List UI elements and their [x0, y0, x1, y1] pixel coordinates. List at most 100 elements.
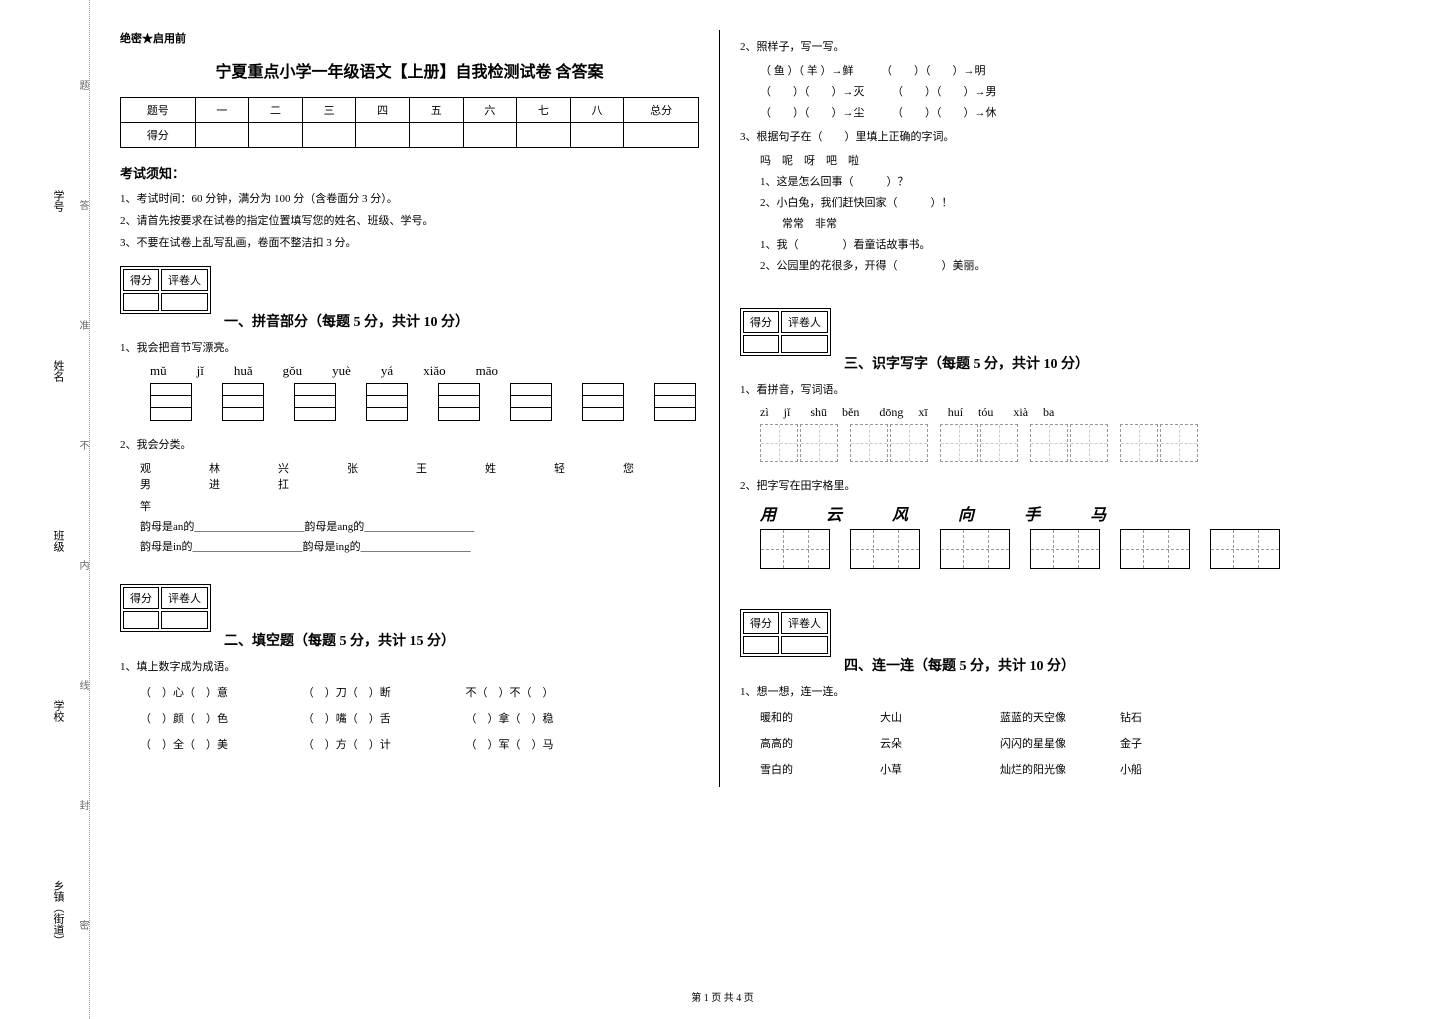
writing-box — [294, 383, 336, 421]
score-header: 六 — [463, 98, 517, 123]
writing-box — [438, 383, 480, 421]
exam-title: 宁夏重点小学一年级语文【上册】自我检测试卷 含答案 — [120, 58, 699, 82]
score-header: 三 — [302, 98, 356, 123]
tian-box — [850, 424, 888, 462]
seal-text: 准 — [75, 320, 90, 333]
instruction-item: 1、考试时间：60 分钟，满分为 100 分（含卷面分 3 分）。 — [120, 190, 699, 206]
binding-label: 姓名 — [50, 360, 66, 382]
score-header: 二 — [249, 98, 303, 123]
instruction-item: 3、不要在试卷上乱写乱画，卷面不整洁扣 3 分。 — [120, 234, 699, 250]
secret-label: 绝密★启用前 — [120, 30, 699, 46]
tian-large-row — [760, 529, 1320, 569]
binding-label: 乡镇（街道） — [50, 880, 66, 946]
tian-box — [890, 424, 928, 462]
tian-large-box — [1210, 529, 1280, 569]
idiom-row: （ ）颜（ ）色 （ ）嘴（ ）舌 （ ）拿（ ）稳 — [140, 710, 699, 726]
question-prompt: 2、我会分类。 — [120, 436, 699, 452]
idiom-row: （ ）全（ ）美 （ ）方（ ）计 （ ）军（ ）马 — [140, 736, 699, 752]
seal-text: 密 — [75, 920, 90, 933]
grader-box: 得分评卷人 — [740, 609, 831, 657]
tian-box — [1030, 424, 1068, 462]
right-column: 2、照样子，写一写。 （ 鱼 ）（ 羊 ）→鲜 （ ）（ ）→明 （ ）（ ）→… — [720, 30, 1340, 787]
seal-text: 答 — [75, 200, 90, 213]
pinyin-word-row: zìjǐ shūběn dōngxī huítóu xiàba — [760, 405, 1320, 420]
page-footer: 第 1 页 共 4 页 — [0, 989, 1445, 1004]
word-choices: 吗 呢 呀 吧 啦 — [760, 152, 1320, 168]
question-prompt: 3、根据句子在（ ）里填上正确的字词。 — [740, 128, 1320, 144]
tian-box — [1160, 424, 1198, 462]
left-column: 绝密★启用前 宁夏重点小学一年级语文【上册】自我检测试卷 含答案 题号 一 二 … — [100, 30, 720, 787]
writing-box — [582, 383, 624, 421]
writing-box — [510, 383, 552, 421]
binding-label: 学校 — [50, 700, 66, 722]
sentence-line: 2、小白兔，我们赶快回家（ ）！ — [760, 194, 1320, 210]
binding-margin: 乡镇（街道） 学校 班级 姓名 学号 密 封 线 内 不 准 答 题 — [0, 0, 90, 1019]
tian-box — [1070, 424, 1108, 462]
instruction-item: 2、请首先按要求在试卷的指定位置填写您的姓名、班级、学号。 — [120, 212, 699, 228]
tian-box — [940, 424, 978, 462]
sentence-line: 2、公园里的花很多，开得（ ）美丽。 — [760, 257, 1320, 273]
section-1-title: 一、拼音部分（每题 5 分，共计 10 分） — [224, 311, 469, 331]
tian-box — [760, 424, 798, 462]
seal-text: 题 — [75, 80, 90, 93]
tian-box — [980, 424, 1018, 462]
question-prompt: 1、看拼音，写词语。 — [740, 381, 1320, 397]
char-header-row: 用 云 风 向 手 马 — [760, 501, 1320, 525]
question-prompt: 2、照样子，写一写。 — [740, 38, 1320, 54]
fill-line: 韵母是in的____________________韵母是ing的_______… — [140, 538, 699, 554]
writing-grid-row — [150, 383, 699, 421]
pattern-line: （ ）（ ）→灭 （ ）（ ）→男 — [760, 83, 1320, 99]
seal-text: 内 — [75, 560, 90, 573]
writing-box — [222, 383, 264, 421]
section-3-title: 三、识字写字（每题 5 分，共计 10 分） — [844, 353, 1089, 373]
pinyin-row: mǔ jǐ huǎ gǒu yuè yá xiǎo māo — [150, 363, 699, 379]
tian-large-box — [1030, 529, 1100, 569]
score-row-label: 得分 — [121, 123, 196, 148]
seal-text: 线 — [75, 680, 90, 693]
score-header: 总分 — [624, 98, 699, 123]
score-table: 题号 一 二 三 四 五 六 七 八 总分 得分 — [120, 97, 699, 148]
tian-large-box — [850, 529, 920, 569]
score-header: 八 — [570, 98, 624, 123]
tian-large-box — [940, 529, 1010, 569]
tian-box — [1120, 424, 1158, 462]
idiom-row: （ ）心（ ）意 （ ）刀（ ）断 不（ ）不（ ） — [140, 684, 699, 700]
question-prompt: 1、填上数字成为成语。 — [120, 658, 699, 674]
tian-box — [800, 424, 838, 462]
tian-large-box — [760, 529, 830, 569]
match-row: 雪白的 小草 灿烂的阳光像 小船 — [760, 761, 1320, 777]
section-4-title: 四、连一连（每题 5 分，共计 10 分） — [844, 655, 1075, 675]
seal-text: 封 — [75, 800, 90, 813]
score-header: 五 — [409, 98, 463, 123]
grader-box: 得分评卷人 — [740, 308, 831, 356]
binding-label: 学号 — [50, 190, 66, 212]
score-header: 七 — [517, 98, 571, 123]
writing-box — [654, 383, 696, 421]
sentence-line: 1、这是怎么回事（ ）？ — [760, 173, 1320, 189]
instructions-heading: 考试须知： — [120, 163, 699, 182]
binding-label: 班级 — [50, 530, 66, 552]
score-header: 一 — [195, 98, 249, 123]
score-header: 题号 — [121, 98, 196, 123]
pattern-line: （ 鱼 ）（ 羊 ）→鲜 （ ）（ ）→明 — [760, 62, 1320, 78]
writing-box — [366, 383, 408, 421]
sentence-line: 1、我（ ）看童话故事书。 — [760, 236, 1320, 252]
char-list: 观 林 兴 张 王 姓 轻 您 男 进 扛 — [140, 460, 699, 492]
char-extra: 竿 — [140, 498, 699, 514]
tian-large-box — [1120, 529, 1190, 569]
word-choices: 常常 非常 — [760, 215, 1320, 231]
section-2-title: 二、填空题（每题 5 分，共计 15 分） — [224, 630, 455, 650]
grader-box: 得分评卷人 — [120, 584, 211, 632]
match-row: 高高的 云朵 闪闪的星星像 金子 — [760, 735, 1320, 751]
match-row: 暖和的 大山 蓝蓝的天空像 钻石 — [760, 709, 1320, 725]
question-prompt: 2、把字写在田字格里。 — [740, 477, 1320, 493]
writing-box — [150, 383, 192, 421]
tian-grid-row — [760, 424, 1320, 462]
page-content: 绝密★启用前 宁夏重点小学一年级语文【上册】自我检测试卷 含答案 题号 一 二 … — [100, 30, 1430, 787]
pattern-line: （ ）（ ）→尘 （ ）（ ）→休 — [760, 104, 1320, 120]
seal-text: 不 — [75, 440, 90, 453]
grader-box: 得分评卷人 — [120, 266, 211, 314]
question-prompt: 1、想一想，连一连。 — [740, 683, 1320, 699]
question-prompt: 1、我会把音节写漂亮。 — [120, 339, 699, 355]
fill-line: 韵母是an的____________________韵母是ang的_______… — [140, 518, 699, 534]
